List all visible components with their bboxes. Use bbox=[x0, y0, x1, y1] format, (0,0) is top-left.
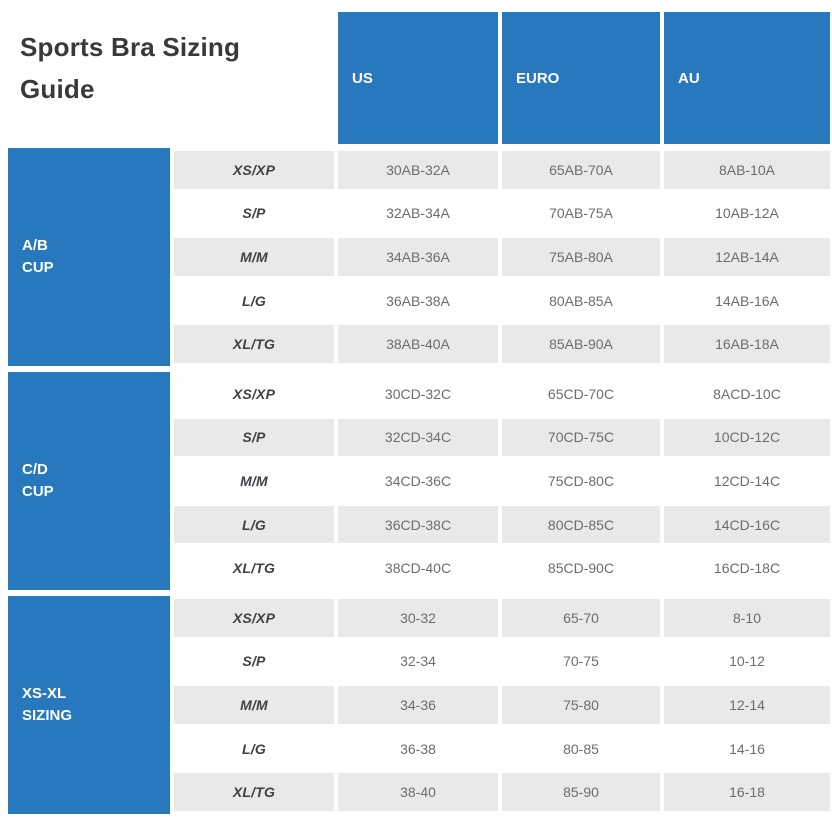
table-row: XL/TG 38-40 85-90 16-18 bbox=[174, 770, 832, 814]
us-value: 34CD-36C bbox=[338, 462, 498, 500]
euro-value: 80AB-85A bbox=[502, 281, 660, 320]
section-label-xs-xl-sizing: XS-XL SIZING bbox=[8, 595, 170, 814]
table-row: M/M 34AB-36A 75AB-80A 12AB-14A bbox=[174, 235, 832, 279]
us-value: 32CD-34C bbox=[338, 418, 498, 457]
table-row: XL/TG 38AB-40A 85AB-90A 16AB-18A bbox=[174, 322, 832, 366]
section-label-line: CUP bbox=[22, 258, 54, 276]
table-row: M/M 34CD-36C 75CD-80C 12CD-14C bbox=[174, 459, 832, 503]
section-rows: XS/XP 30AB-32A 65AB-70A 8AB-10A S/P 32AB… bbox=[174, 148, 832, 366]
us-value: 30AB-32A bbox=[338, 151, 498, 189]
section-label-line: SIZING bbox=[22, 706, 73, 724]
us-value: 34-36 bbox=[338, 686, 498, 724]
au-value: 14CD-16C bbox=[664, 505, 830, 544]
size-label: L/G bbox=[174, 729, 334, 768]
table-row: XS/XP 30-32 65-70 8-10 bbox=[174, 596, 832, 640]
table-row: S/P 32AB-34A 70AB-75A 10AB-12A bbox=[174, 192, 832, 236]
size-label: XS/XP bbox=[174, 598, 334, 637]
au-value: 10AB-12A bbox=[664, 194, 830, 233]
au-value: 14AB-16A bbox=[664, 281, 830, 320]
size-label: M/M bbox=[174, 686, 334, 724]
table-header-row: Sports Bra Sizing Guide US EURO AU bbox=[8, 12, 832, 144]
column-header-us: US bbox=[338, 12, 498, 144]
au-value: 12CD-14C bbox=[664, 462, 830, 500]
size-label: S/P bbox=[174, 642, 334, 681]
us-value: 36AB-38A bbox=[338, 281, 498, 320]
us-value: 32AB-34A bbox=[338, 194, 498, 233]
euro-value: 80CD-85C bbox=[502, 505, 660, 544]
size-label: S/P bbox=[174, 194, 334, 233]
column-header-euro: EURO bbox=[502, 12, 660, 144]
table-row: S/P 32-34 70-75 10-12 bbox=[174, 640, 832, 684]
section-label-line: CUP bbox=[22, 482, 54, 500]
size-label: L/G bbox=[174, 281, 334, 320]
size-label: XL/TG bbox=[174, 325, 334, 363]
au-value: 10-12 bbox=[664, 642, 830, 681]
table-row: L/G 36-38 80-85 14-16 bbox=[174, 727, 832, 771]
us-value: 38-40 bbox=[338, 773, 498, 811]
us-value: 36CD-38C bbox=[338, 505, 498, 544]
size-label: XL/TG bbox=[174, 773, 334, 811]
us-value: 30-32 bbox=[338, 598, 498, 637]
au-value: 14-16 bbox=[664, 729, 830, 768]
table-row: M/M 34-36 75-80 12-14 bbox=[174, 683, 832, 727]
size-label: XL/TG bbox=[174, 549, 334, 587]
us-value: 38CD-40C bbox=[338, 549, 498, 587]
title-cell: Sports Bra Sizing Guide bbox=[8, 12, 334, 144]
au-value: 12-14 bbox=[664, 686, 830, 724]
euro-value: 70-75 bbox=[502, 642, 660, 681]
euro-value: 75-80 bbox=[502, 686, 660, 724]
table-row: L/G 36CD-38C 80CD-85C 14CD-16C bbox=[174, 503, 832, 547]
au-value: 16CD-18C bbox=[664, 549, 830, 587]
au-value: 8AB-10A bbox=[664, 151, 830, 189]
euro-value: 70AB-75A bbox=[502, 194, 660, 233]
table-row: XS/XP 30AB-32A 65AB-70A 8AB-10A bbox=[174, 148, 832, 192]
table-row: XL/TG 38CD-40C 85CD-90C 16CD-18C bbox=[174, 546, 832, 590]
au-value: 16AB-18A bbox=[664, 325, 830, 363]
size-label: S/P bbox=[174, 418, 334, 457]
page-title: Sports Bra Sizing Guide bbox=[20, 32, 241, 104]
euro-value: 85CD-90C bbox=[502, 549, 660, 587]
size-label: XS/XP bbox=[174, 151, 334, 189]
us-value: 30CD-32C bbox=[338, 374, 498, 413]
section-label-line: C/D bbox=[22, 460, 48, 478]
us-value: 38AB-40A bbox=[338, 325, 498, 363]
section-label-cd-cup: C/D CUP bbox=[8, 371, 170, 590]
size-label: M/M bbox=[174, 462, 334, 500]
section-xs-xl-sizing: XS-XL SIZING XS/XP 30-32 65-70 8-10 S/P … bbox=[8, 595, 832, 814]
section-rows: XS/XP 30-32 65-70 8-10 S/P 32-34 70-75 1… bbox=[174, 596, 832, 814]
section-label-ab-cup: A/B CUP bbox=[8, 148, 170, 366]
section-cd-cup: C/D CUP XS/XP 30CD-32C 65CD-70C 8ACD-10C… bbox=[8, 371, 832, 590]
euro-value: 80-85 bbox=[502, 729, 660, 768]
section-ab-cup: A/B CUP XS/XP 30AB-32A 65AB-70A 8AB-10A … bbox=[8, 148, 832, 366]
table-row: XS/XP 30CD-32C 65CD-70C 8ACD-10C bbox=[174, 372, 832, 416]
euro-value: 85-90 bbox=[502, 773, 660, 811]
au-value: 8ACD-10C bbox=[664, 374, 830, 413]
column-header-au: AU bbox=[664, 12, 830, 144]
section-label-line: XS-XL bbox=[22, 684, 67, 702]
euro-value: 75CD-80C bbox=[502, 462, 660, 500]
au-value: 16-18 bbox=[664, 773, 830, 811]
au-value: 10CD-12C bbox=[664, 418, 830, 457]
euro-value: 65AB-70A bbox=[502, 151, 660, 189]
au-value: 12AB-14A bbox=[664, 238, 830, 276]
euro-value: 85AB-90A bbox=[502, 325, 660, 363]
us-value: 34AB-36A bbox=[338, 238, 498, 276]
euro-value: 75AB-80A bbox=[502, 238, 660, 276]
us-value: 36-38 bbox=[338, 729, 498, 768]
size-label: M/M bbox=[174, 238, 334, 276]
euro-value: 65-70 bbox=[502, 598, 660, 637]
au-value: 8-10 bbox=[664, 598, 830, 637]
table-row: S/P 32CD-34C 70CD-75C 10CD-12C bbox=[174, 416, 832, 460]
section-label-line: A/B bbox=[22, 236, 48, 254]
table-row: L/G 36AB-38A 80AB-85A 14AB-16A bbox=[174, 279, 832, 323]
us-value: 32-34 bbox=[338, 642, 498, 681]
size-label: L/G bbox=[174, 505, 334, 544]
euro-value: 70CD-75C bbox=[502, 418, 660, 457]
section-rows: XS/XP 30CD-32C 65CD-70C 8ACD-10C S/P 32C… bbox=[174, 372, 832, 590]
size-label: XS/XP bbox=[174, 374, 334, 413]
euro-value: 65CD-70C bbox=[502, 374, 660, 413]
